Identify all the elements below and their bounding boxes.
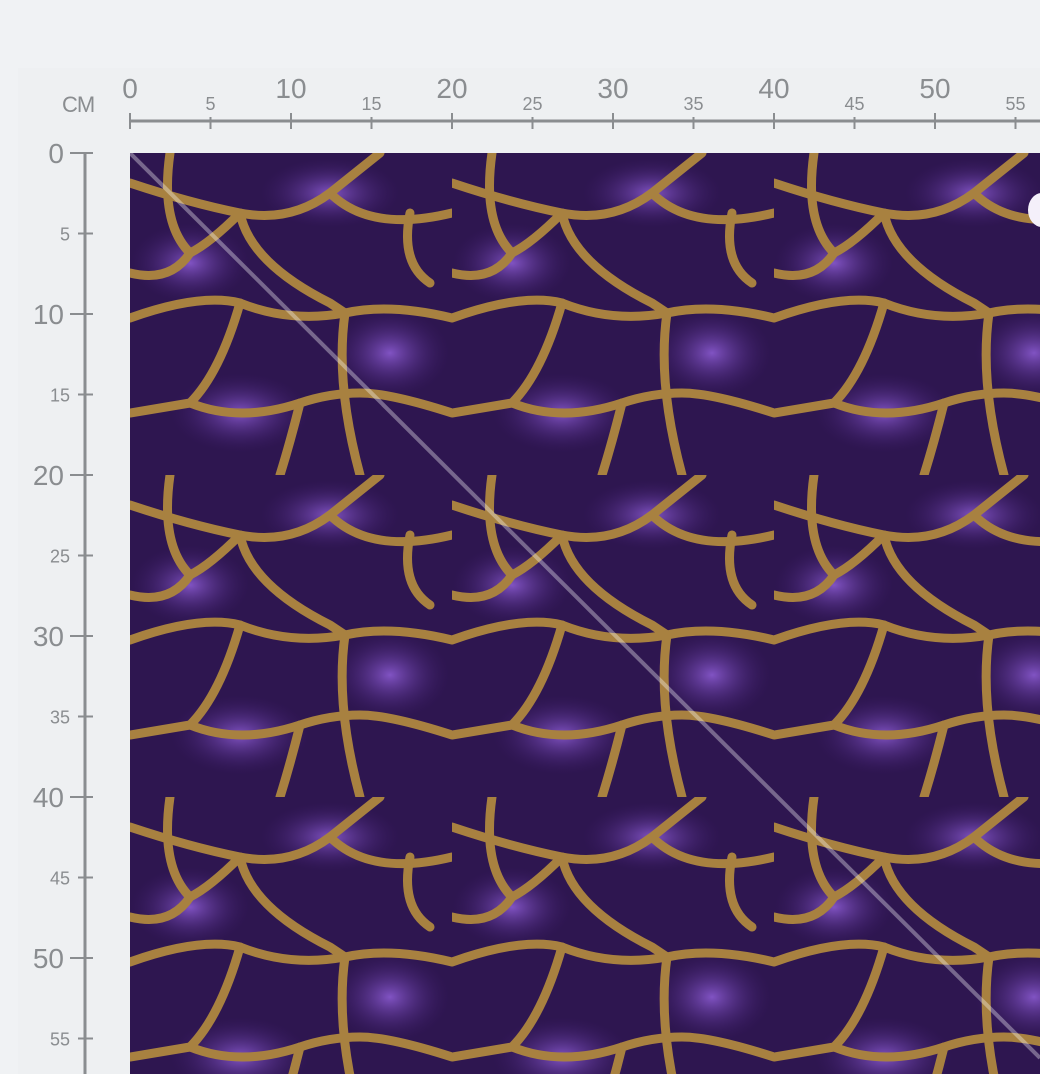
h-tick-label: 30 xyxy=(597,73,628,104)
v-tick-label: 20 xyxy=(33,460,64,491)
h-tick-label: 25 xyxy=(522,94,542,114)
v-tick-label: 25 xyxy=(50,547,70,567)
h-tick-label: 35 xyxy=(683,94,703,114)
h-tick-label: 20 xyxy=(436,73,467,104)
v-tick-label: 50 xyxy=(33,943,64,974)
v-tick-label: 0 xyxy=(48,138,64,169)
h-tick-label: 40 xyxy=(758,73,789,104)
v-tick-label: 30 xyxy=(33,621,64,652)
v-tick-label: 10 xyxy=(33,299,64,330)
zoom-marker[interactable] xyxy=(1028,193,1040,227)
h-tick-label: 0 xyxy=(122,73,138,104)
fabric-preview[interactable] xyxy=(130,153,1040,1074)
v-tick-label: 5 xyxy=(60,225,70,245)
h-tick-label: 55 xyxy=(1005,94,1025,114)
v-tick-label: 55 xyxy=(50,1030,70,1050)
v-tick-label: 35 xyxy=(50,708,70,728)
h-tick-label: 45 xyxy=(844,94,864,114)
ruler-unit-label: CM xyxy=(62,92,95,117)
v-tick-label: 15 xyxy=(50,386,70,406)
fabric-pattern xyxy=(130,153,1040,1074)
v-tick-label: 45 xyxy=(50,869,70,889)
h-tick-label: 15 xyxy=(361,94,381,114)
v-tick-label: 40 xyxy=(33,782,64,813)
diagonal-sheen xyxy=(130,153,1040,1060)
h-tick-label: 10 xyxy=(275,73,306,104)
h-tick-label: 50 xyxy=(919,73,950,104)
h-tick-label: 5 xyxy=(205,94,215,114)
